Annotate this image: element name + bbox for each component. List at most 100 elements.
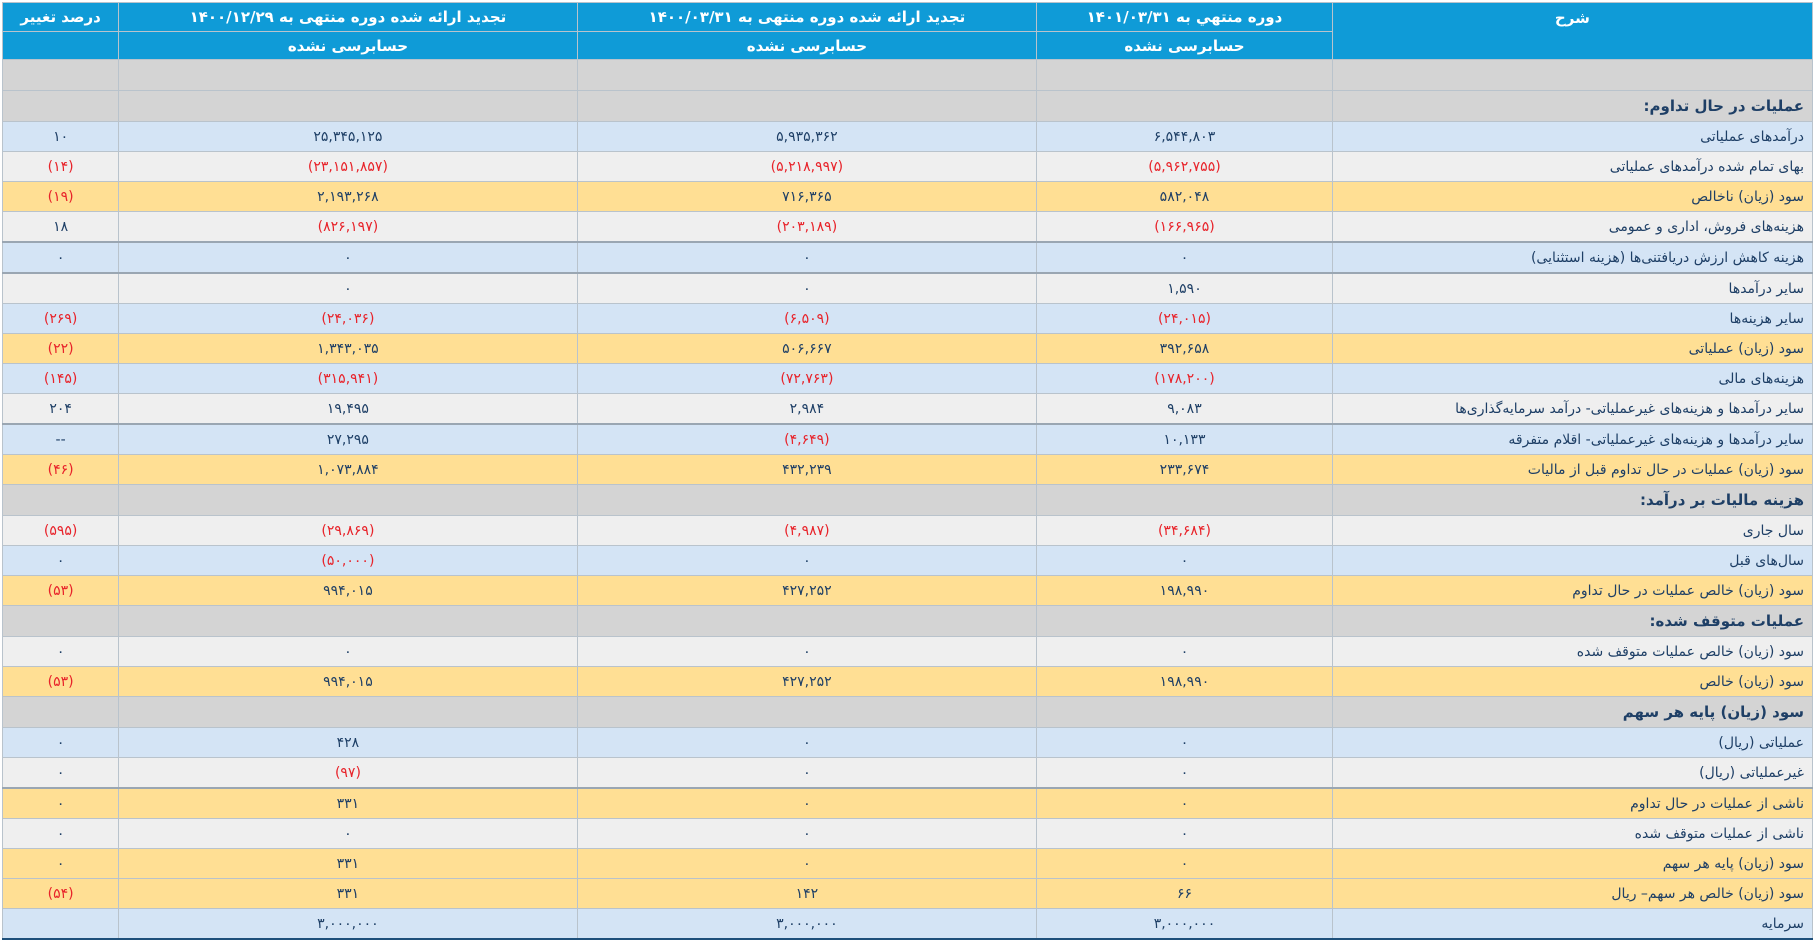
cell-change-percent: (۵۹۵)	[1, 515, 120, 546]
row-label: هزینه مالیات بر درآمد:	[1331, 484, 1814, 516]
cell-period-1401: ۱۹۸,۹۹۰	[1036, 666, 1333, 697]
cell-period-1401	[1036, 484, 1333, 516]
cell-period-1400-03	[576, 59, 1038, 91]
cell-period-1400-12: (۳۱۵,۹۴۱)	[118, 363, 578, 394]
cell-period-1400-03: ۰	[576, 545, 1038, 576]
cell-change-percent: ۰	[1, 241, 120, 274]
table-row: هزینه‌های مالی (۱۷۸,۲۰۰) (۷۲,۷۶۳) (۳۱۵,۹۴۱)…	[1, 363, 1814, 394]
table-row: سود (زیان) خالص عملیات در حال تداوم ۱۹۸,۹…	[1, 575, 1814, 606]
cell-period-1400-03: ۱۴۲	[576, 878, 1038, 909]
table-row: سال جاری (۳۴,۶۸۴) (۴,۹۸۷) (۲۹,۸۶۹) (۵۹۵)	[1, 515, 1814, 546]
cell-period-1400-12: ۲۷,۲۹۵	[118, 423, 578, 455]
cell-period-1400-03: ۰	[576, 241, 1038, 274]
cell-period-1400-03: ۰	[576, 787, 1038, 819]
cell-change-percent: ۰	[1, 636, 120, 667]
cell-period-1400-12: ۴۲۸	[118, 727, 578, 758]
cell-period-1400-12: ۹۹۴,۰۱۵	[118, 666, 578, 697]
table-row: غیرعملیاتی (ریال) ۰ ۰ (۹۷) ۰	[1, 757, 1814, 789]
table-row: هزینه‌های فروش، اداری و عمومی (۱۶۶,۹۶۵) (۲…	[1, 211, 1814, 243]
cell-period-1400-03: (۶,۵۰۹)	[576, 303, 1038, 334]
row-label: سال‌های قبل	[1331, 545, 1814, 576]
cell-period-1400-12: ۰	[118, 241, 578, 274]
cell-period-1401: ۳,۰۰۰,۰۰۰	[1036, 908, 1333, 940]
cell-period-1400-12	[118, 484, 578, 516]
header-col3-title: تجدید ارائه شده دوره منتهی به ۱۴۰۰/۱۲/۲۹	[118, 2, 578, 32]
cell-period-1400-12	[118, 90, 578, 122]
cell-period-1400-12: ۱۹,۴۹۵	[118, 393, 578, 425]
header-col4-audit	[1, 31, 120, 60]
cell-period-1401: (۳۴,۶۸۴)	[1036, 515, 1333, 546]
cell-period-1400-12: ۲,۱۹۳,۲۶۸	[118, 181, 578, 212]
cell-period-1400-03: ۷۱۶,۳۶۵	[576, 181, 1038, 212]
cell-period-1400-03: (۴,۹۸۷)	[576, 515, 1038, 546]
cell-change-percent: ۰	[1, 818, 120, 849]
table-row: سود (زیان) پایه هر سهم ۰ ۰ ۳۳۱ ۰	[1, 848, 1814, 879]
table-row: سود (زیان) خالص عملیات متوقف شده ۰ ۰ ۰ ۰	[1, 636, 1814, 667]
cell-change-percent: ۱۰	[1, 121, 120, 152]
cell-period-1400-12: (۲۳,۱۵۱,۸۵۷)	[118, 151, 578, 182]
cell-change-percent: (۵۳)	[1, 575, 120, 606]
cell-change-percent	[1, 90, 120, 122]
cell-period-1401: ۰	[1036, 757, 1333, 789]
cell-period-1400-03	[576, 696, 1038, 728]
cell-change-percent: ۰	[1, 757, 120, 789]
row-label: هزینه کاهش ارزش دریافتنی‌ها (هزینه استثن…	[1331, 241, 1814, 274]
row-label: سایر درآمدها و هزینه‌های غیرعملیاتی- اقل…	[1331, 423, 1814, 455]
cell-period-1401: ۱,۵۹۰	[1036, 272, 1333, 304]
cell-change-percent	[1, 696, 120, 728]
cell-period-1400-12: ۰	[118, 272, 578, 304]
table-row: هزینه کاهش ارزش دریافتنی‌ها (هزینه استثن…	[1, 241, 1814, 274]
cell-period-1401	[1036, 696, 1333, 728]
header-col3-audit: حسابرسی نشده	[118, 31, 578, 60]
row-label: سود (زیان) خالص	[1331, 666, 1814, 697]
table-body: عملیات در حال تداوم: درآمدهای عملیاتی ۶,۵۴…	[1, 59, 1814, 940]
table-row: ناشی از عملیات در حال تداوم ۰ ۰ ۳۳۱ ۰	[1, 787, 1814, 819]
cell-period-1400-03: (۴,۶۴۹)	[576, 423, 1038, 455]
row-label: عملیات در حال تداوم:	[1331, 90, 1814, 122]
cell-period-1400-12: (۲۴,۰۳۶)	[118, 303, 578, 334]
cell-period-1400-12: ۳۳۱	[118, 848, 578, 879]
cell-change-percent: (۵۴)	[1, 878, 120, 909]
table-row: سود (زیان) عملیاتی ۳۹۲,۶۵۸ ۵۰۶,۶۶۷ ۱,۳۴۳,۰۳…	[1, 333, 1814, 364]
cell-period-1401: (۲۴,۰۱۵)	[1036, 303, 1333, 334]
cell-period-1400-12	[118, 605, 578, 637]
table-row: سال‌های قبل ۰ ۰ (۵۰,۰۰۰) ۰	[1, 545, 1814, 576]
cell-period-1400-12: (۵۰,۰۰۰)	[118, 545, 578, 576]
header-description: شرح	[1331, 2, 1814, 60]
table-row: سایر درآمدها و هزینه‌های غیرعملیاتی- اقل…	[1, 423, 1814, 455]
table-row: ناشی از عملیات متوقف شده ۰ ۰ ۰ ۰	[1, 818, 1814, 849]
table-row: سرمایه ۳,۰۰۰,۰۰۰ ۳,۰۰۰,۰۰۰ ۳,۰۰۰,۰۰۰	[1, 908, 1814, 940]
row-label: سود (زیان) عملیاتی	[1331, 333, 1814, 364]
cell-period-1400-12: ۳۳۱	[118, 787, 578, 819]
row-label: عملیات متوقف شده:	[1331, 605, 1814, 637]
row-label: هزینه‌های مالی	[1331, 363, 1814, 394]
table-row: بهای تمام شده درآمدهای عملیاتی (۵,۹۶۲,۷۵۵…	[1, 151, 1814, 182]
cell-period-1400-12	[118, 59, 578, 91]
header-col1-title: دوره منتهي به ۱۴۰۱/۰۳/۳۱	[1036, 2, 1333, 32]
row-label: سایر هزینه‌ها	[1331, 303, 1814, 334]
cell-period-1401: (۱۶۶,۹۶۵)	[1036, 211, 1333, 243]
cell-period-1400-03: ۴۲۷,۲۵۲	[576, 666, 1038, 697]
header-col2-title: تجدید ارائه شده دوره منتهی به ۱۴۰۰/۰۳/۳۱	[576, 2, 1038, 32]
cell-change-percent	[1, 59, 120, 91]
cell-change-percent: ۱۸	[1, 211, 120, 243]
cell-period-1400-03	[576, 90, 1038, 122]
section-row: هزینه مالیات بر درآمد:	[1, 484, 1814, 516]
row-label: سایر درآمدها	[1331, 272, 1814, 304]
row-label: سود (زیان) خالص عملیات در حال تداوم	[1331, 575, 1814, 606]
cell-period-1400-12: ۲۵,۳۴۵,۱۲۵	[118, 121, 578, 152]
cell-period-1400-03: ۴۳۲,۲۳۹	[576, 454, 1038, 485]
row-label: سود (زیان) ناخالص	[1331, 181, 1814, 212]
section-row: سود (زیان) پایه هر سهم	[1, 696, 1814, 728]
table-row: عملیاتی (ریال) ۰ ۰ ۴۲۸ ۰	[1, 727, 1814, 758]
section-row: عملیات در حال تداوم:	[1, 90, 1814, 122]
cell-period-1401: ۰	[1036, 545, 1333, 576]
cell-change-percent: (۲۶۹)	[1, 303, 120, 334]
cell-period-1400-03: ۰	[576, 636, 1038, 667]
cell-period-1400-03: ۴۲۷,۲۵۲	[576, 575, 1038, 606]
table-row: درآمدهای عملیاتی ۶,۵۴۴,۸۰۳ ۵,۹۳۵,۳۶۲ ۲۵,۳۴۵…	[1, 121, 1814, 152]
cell-change-percent: (۲۲)	[1, 333, 120, 364]
cell-period-1400-03: (۷۲,۷۶۳)	[576, 363, 1038, 394]
